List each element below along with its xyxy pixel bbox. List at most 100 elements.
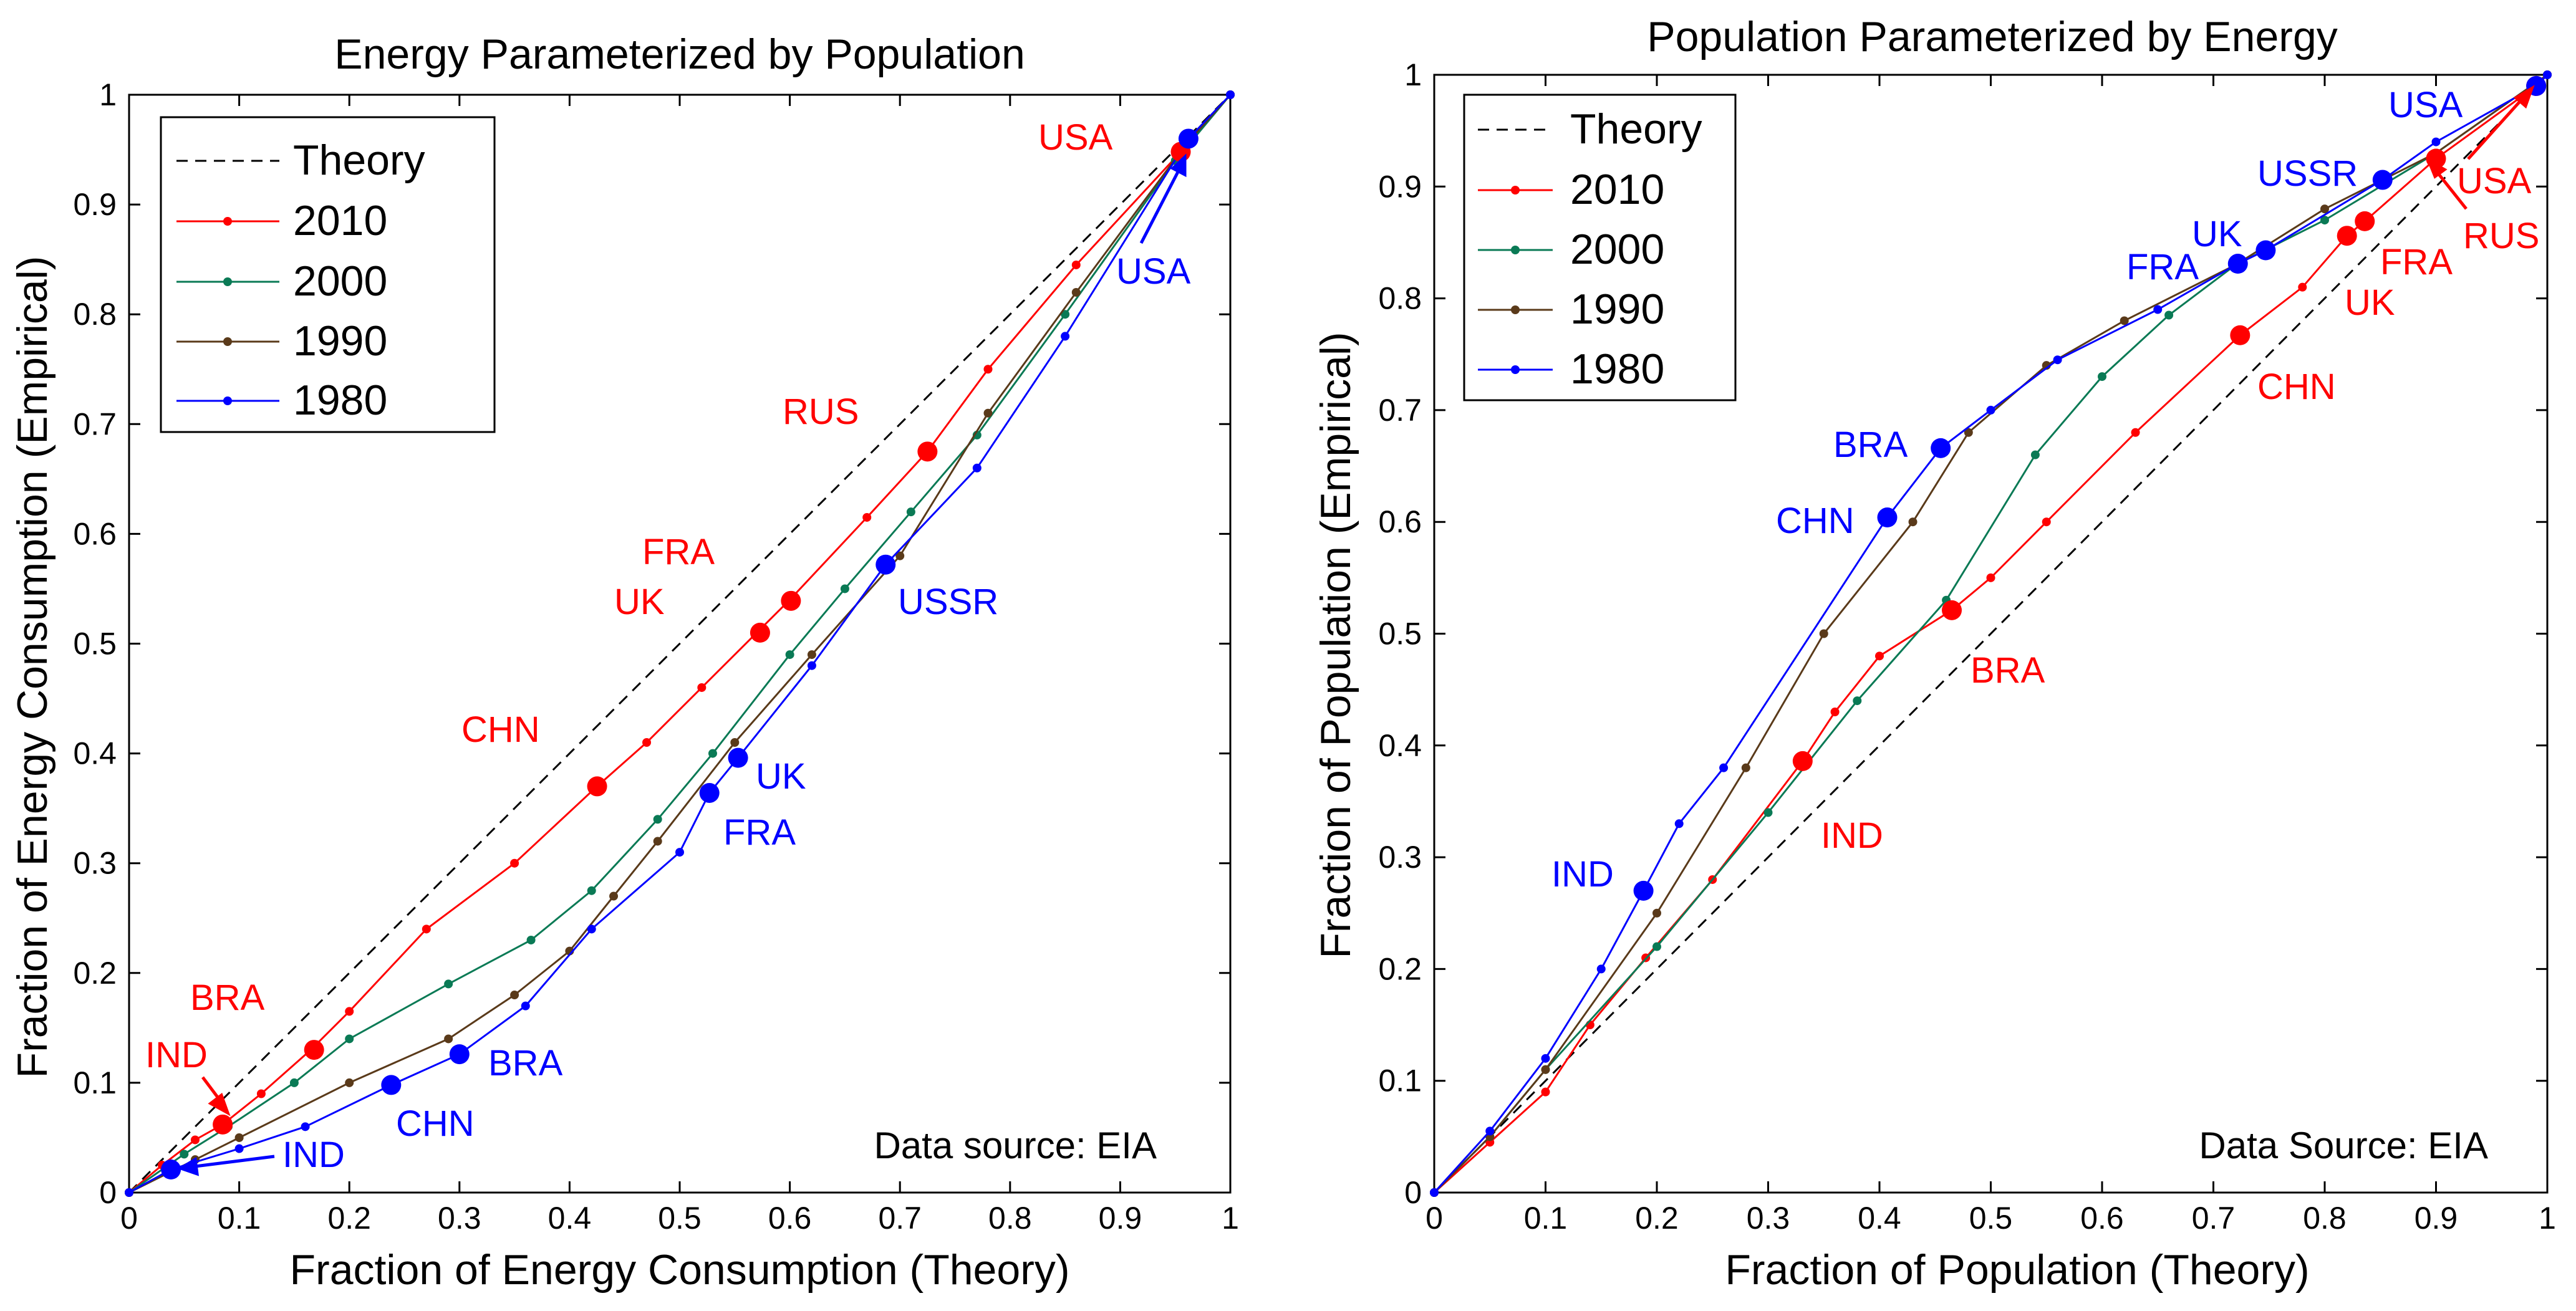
data-point-1990 bbox=[2120, 316, 2129, 325]
y-tick-label: 0.4 bbox=[73, 736, 117, 771]
y-tick-label: 1 bbox=[99, 77, 117, 112]
x-tick-label: 0.8 bbox=[2303, 1201, 2347, 1236]
data-point-1980 bbox=[1719, 763, 1729, 772]
data-point-1980 bbox=[807, 661, 816, 670]
series-line-2000 bbox=[1433, 74, 2548, 1194]
series-lines bbox=[1430, 70, 2552, 1197]
x-tick-label: 0.9 bbox=[1099, 1201, 1142, 1236]
data-point-1990 bbox=[1908, 517, 1918, 527]
legend-label-2000: 2000 bbox=[1570, 226, 1664, 273]
y-tick-label: 0.1 bbox=[1378, 1064, 1422, 1098]
label-usa-2010: USA bbox=[1038, 117, 1113, 158]
label-ind-1980: IND bbox=[1551, 854, 1614, 895]
data-point-2010 bbox=[1875, 651, 1884, 661]
label-uk-1980: UK bbox=[2192, 214, 2242, 254]
x-tick-label: 0.4 bbox=[1858, 1201, 1901, 1236]
data-point-1980 bbox=[675, 848, 684, 857]
data-point-1990 bbox=[807, 650, 816, 660]
data-point-2010 bbox=[1830, 708, 1840, 717]
x-tick-label: 0.3 bbox=[438, 1201, 481, 1236]
label-ind-2010: IND bbox=[1821, 815, 1883, 856]
data-point-1980 bbox=[2153, 305, 2163, 314]
x-axis-label: Fraction of Energy Consumption (Theory) bbox=[290, 1246, 1070, 1294]
data-point-2000 bbox=[785, 650, 794, 660]
data-point-2010 bbox=[1071, 260, 1081, 269]
data-point-1980 bbox=[1986, 405, 1995, 415]
label-uk-2010: UK bbox=[614, 582, 665, 622]
data-point-1990 bbox=[1652, 908, 1661, 918]
legend-label-2000: 2000 bbox=[293, 257, 387, 305]
y-tick-label: 0.8 bbox=[73, 297, 117, 332]
y-tick-label: 0.6 bbox=[1378, 504, 1422, 539]
energy-by-population-chart: Energy Parameterized by Population Fract… bbox=[9, 31, 1239, 1294]
country-point-bra-2010 bbox=[304, 1040, 324, 1060]
y-tick-label: 0.7 bbox=[73, 406, 117, 441]
country-point-chn-1980 bbox=[1877, 507, 1898, 528]
label-rus-2010: RUS bbox=[2463, 216, 2539, 256]
data-point-2010 bbox=[642, 737, 652, 747]
data-point-1990 bbox=[895, 551, 905, 560]
data-point-1990 bbox=[510, 991, 519, 1000]
data-point-1980 bbox=[234, 1144, 244, 1153]
axes-ticks: 0 0.1 0.2 0.3 0.4 0.5 0.6 0.7 0.8 0.9 1 0 0.1 0.2 0.3 0… bbox=[1378, 57, 2555, 1236]
data-point-2000 bbox=[708, 749, 717, 758]
label-usa-2010: USA bbox=[2457, 161, 2532, 201]
data-point-2000 bbox=[1652, 942, 1661, 951]
series-line-theory bbox=[1433, 74, 2549, 1194]
label-chn-1980: CHN bbox=[1776, 501, 1855, 541]
label-chn-2010: CHN bbox=[461, 709, 540, 750]
data-point-1980 bbox=[1674, 819, 1684, 828]
country-point-ind-1980 bbox=[161, 1160, 181, 1180]
data-point-2000 bbox=[526, 935, 536, 944]
legend-label-theory: Theory bbox=[293, 137, 425, 184]
y-tick-label: 0.9 bbox=[73, 187, 117, 222]
country-point-bra-2010 bbox=[1942, 600, 1962, 620]
data-point-2000 bbox=[653, 815, 662, 824]
y-tick-label: 0 bbox=[1404, 1175, 1422, 1210]
data-point-2010 bbox=[1541, 1087, 1550, 1097]
data-point-1990 bbox=[1541, 1065, 1550, 1074]
label-fra-1980: FRA bbox=[2126, 247, 2199, 287]
label-chn-1980: CHN bbox=[396, 1103, 475, 1144]
data-point-2010 bbox=[256, 1089, 266, 1098]
data-point-1980 bbox=[972, 463, 982, 473]
country-point-chn-2010 bbox=[2230, 325, 2250, 345]
y-tick-label: 0.6 bbox=[73, 516, 117, 551]
chart-title: Energy Parameterized by Population bbox=[334, 31, 1025, 78]
data-point-1990 bbox=[983, 408, 993, 418]
data-point-2010 bbox=[2042, 517, 2051, 527]
data-point-2000 bbox=[289, 1078, 299, 1087]
data-point-2010 bbox=[862, 512, 872, 522]
series-line-1990 bbox=[1433, 74, 2548, 1194]
series-line-1980 bbox=[1433, 74, 2549, 1194]
legend-marker-1980 bbox=[223, 396, 232, 405]
data-source-note: Data source: EIA bbox=[874, 1125, 1157, 1166]
data-point-1980 bbox=[2431, 137, 2441, 146]
data-point-1980 bbox=[521, 1001, 530, 1011]
label-fra-2010: FRA bbox=[2380, 242, 2453, 282]
country-point-ussr-1980 bbox=[2372, 170, 2393, 190]
data-point-1980 bbox=[2543, 70, 2552, 79]
label-usa-1980: USA bbox=[1116, 251, 1191, 292]
x-tick-label: 0.2 bbox=[327, 1201, 371, 1236]
legend-label-1980: 1980 bbox=[293, 377, 387, 424]
x-tick-label: 0.1 bbox=[1524, 1201, 1568, 1236]
y-tick-label: 1 bbox=[1404, 57, 1422, 92]
arrow-usa-2010 bbox=[2467, 85, 2535, 160]
label-uk-1980-b: UK bbox=[756, 756, 806, 797]
data-point-1990 bbox=[1819, 629, 1828, 638]
data-point-1990 bbox=[730, 737, 740, 747]
data-point-1980 bbox=[125, 1188, 133, 1197]
legend-marker-1980 bbox=[1511, 365, 1520, 374]
data-point-2000 bbox=[1853, 696, 1862, 706]
x-tick-label: 0.2 bbox=[1635, 1201, 1679, 1236]
data-point-2000 bbox=[180, 1150, 189, 1159]
y-tick-label: 0.7 bbox=[1378, 393, 1422, 428]
data-point-1980 bbox=[1485, 1126, 1495, 1136]
label-ind-1980: IND bbox=[282, 1135, 345, 1175]
label-uk-2010: UK bbox=[2345, 282, 2395, 323]
country-point-usa-1980 bbox=[1178, 128, 1199, 149]
data-point-2010 bbox=[190, 1135, 200, 1145]
country-point-ussr-1980 bbox=[876, 554, 896, 575]
